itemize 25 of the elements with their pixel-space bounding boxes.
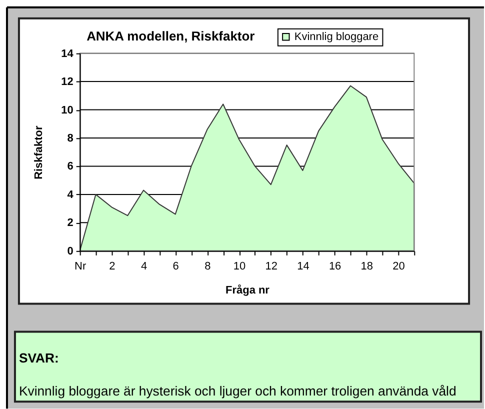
legend-label: Kvinnlig bloggare [294, 30, 379, 43]
y-tick-label: 10 [61, 104, 74, 116]
text: Kvinnlig bloggare är hysterisk och ljuger och kommer troligen använda våld [18, 384, 456, 399]
x-tick-label: 16 [328, 260, 342, 272]
x-tick-label: 2 [109, 260, 116, 272]
y-tick-label: 2 [67, 217, 74, 230]
y-tick-label: 14 [61, 48, 74, 60]
y-tick-label: 8 [67, 132, 74, 144]
chart-title: ANKA modellen, Riskfaktor [86, 28, 255, 44]
x-axis-title: Fråga nr [226, 283, 270, 296]
y-tick-label: 12 [61, 76, 74, 88]
y-axis-title: Riskfaktor [33, 125, 46, 180]
x-tick-label: 4 [140, 260, 148, 272]
x-tick-label: Nr [74, 260, 86, 272]
x-tick-label: 8 [204, 260, 211, 272]
y-tick-label: 6 [67, 160, 74, 173]
x-tick-label: 12 [265, 260, 278, 272]
y-tick-label: 4 [67, 188, 74, 201]
text: SVAR: [18, 350, 59, 366]
x-tick-label: 6 [172, 260, 179, 272]
x-tick-label: 18 [360, 260, 373, 272]
y-tick-label: 0 [67, 245, 74, 258]
x-tick-label: 20 [392, 260, 405, 272]
x-tick-label: 14 [297, 260, 310, 272]
x-tick-label: 10 [233, 260, 246, 272]
